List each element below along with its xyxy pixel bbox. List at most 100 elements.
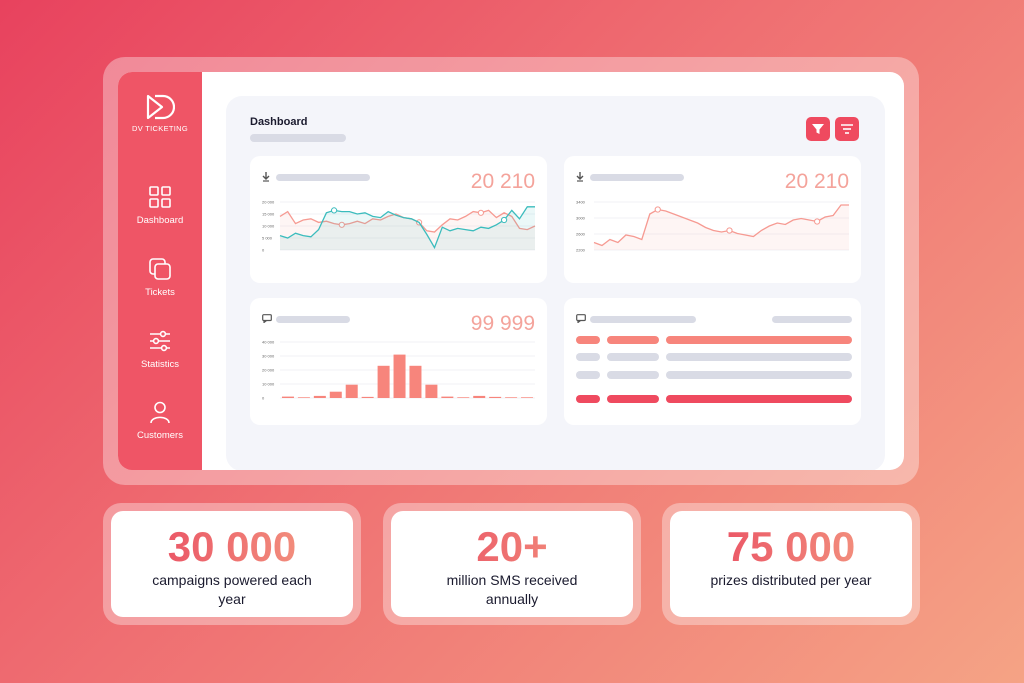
sidebar: DV TICKETING Dashboard Tickets: [118, 72, 202, 470]
bar: [409, 365, 422, 398]
data-point: [654, 206, 661, 213]
data-point: [726, 227, 733, 234]
filter-icon: [812, 124, 824, 134]
bar-chart: 40 000 30 000 20 000 10 000 0: [262, 340, 535, 401]
card-value: 99 999: [470, 312, 535, 335]
y-tick-label: 0: [262, 396, 265, 401]
sidebar-item-label: Customers: [137, 430, 183, 441]
stat-number: 30 000: [111, 525, 353, 569]
stat-description: campaigns powered each year: [152, 572, 312, 607]
sidebar-item-label: Tickets: [145, 287, 175, 298]
card-value: 20 210: [470, 170, 535, 193]
bar: [393, 354, 406, 398]
list-row-4-a: [576, 395, 600, 403]
bar: [297, 397, 310, 398]
list-row-3-b: [607, 371, 659, 379]
user-icon: [150, 401, 170, 424]
stat-description: million SMS received annually: [446, 572, 578, 607]
card-title-placeholder: [590, 316, 696, 323]
sidebar-item-customers[interactable]: Customers: [118, 400, 202, 441]
list-row-2-c: [666, 353, 852, 361]
y-tick-label: 20 000: [262, 200, 275, 205]
y-tick-label: 10 000: [262, 382, 275, 387]
y-tick-label: 5 000: [262, 236, 273, 241]
bar: [489, 396, 502, 398]
y-tick-label: 20 000: [262, 368, 275, 373]
y-tick-label: 40 000: [262, 340, 275, 345]
stat-card-sms: 20+ million SMS received annually: [383, 503, 641, 625]
subtitle-placeholder: [250, 134, 346, 142]
bar: [441, 396, 454, 398]
bar: [505, 397, 518, 398]
y-tick-label: 10 000: [262, 224, 275, 229]
sidebar-item-statistics[interactable]: Statistics: [118, 329, 202, 370]
y-tick-label: 15 000: [262, 212, 275, 217]
list-row-4-b: [607, 395, 659, 403]
y-tick-label: 3000: [576, 216, 586, 221]
grid-icon: [149, 186, 171, 208]
app-window: DV TICKETING Dashboard Tickets: [118, 72, 904, 470]
bar: [329, 391, 342, 398]
page-title: Dashboard: [250, 116, 308, 128]
line-chart-card-1: 20 210 20 000 15 000 10 000 5 000 0: [250, 156, 547, 283]
card-title-placeholder: [590, 174, 684, 181]
list-row-1-a: [576, 336, 600, 344]
copy-icon: [149, 258, 171, 280]
data-point: [338, 221, 345, 228]
dashboard-panel: Dashboard 20 210 20 000 15 000 10 000 5 000…: [226, 96, 885, 470]
series-line: [279, 206, 535, 250]
y-tick-label: 30 000: [262, 354, 275, 359]
list-card: [564, 298, 861, 425]
series-area: [594, 205, 849, 250]
filter-button[interactable]: [806, 117, 830, 141]
list-row-1-b: [607, 336, 659, 344]
line-chart-2: 3400 3000 2600 2200: [576, 200, 849, 253]
sidebar-item-label: Statistics: [140, 359, 179, 370]
list-row-2-a: [576, 353, 600, 361]
line-chart-card-2: 20 210 3400 3000 2600 2200: [564, 156, 861, 283]
data-point: [814, 218, 821, 225]
sort-icon: [841, 124, 853, 134]
bar: [473, 395, 486, 398]
sidebar-item-dashboard[interactable]: Dashboard: [118, 185, 202, 226]
list-row-3-a: [576, 371, 600, 379]
stat-card-prizes: 75 000 prizes distributed per year: [662, 503, 920, 625]
data-point: [330, 207, 338, 214]
bar-chart-card: 99 999 40 000 30 000 20 000 10 000 0: [250, 298, 547, 425]
bar: [281, 396, 294, 398]
stat-card-campaigns: 30 000 campaigns powered each year: [103, 503, 361, 625]
sort-button[interactable]: [835, 117, 859, 141]
list-row-3-c: [666, 371, 852, 379]
card-title-placeholder: [276, 316, 350, 323]
card-meta-placeholder: [772, 316, 852, 323]
message-icon: [576, 314, 586, 323]
data-point: [500, 216, 508, 224]
y-tick-label: 3400: [576, 200, 586, 205]
y-tick-label: 0: [262, 248, 265, 253]
logo-icon: [146, 94, 175, 120]
stat-number: 75 000: [670, 525, 912, 569]
series-area: [280, 206, 535, 250]
message-icon: [262, 314, 272, 323]
line-chart-1: 20 000 15 000 10 000 5 000 0: [262, 200, 536, 253]
series-area: [280, 210, 535, 250]
bar: [361, 396, 374, 398]
bar: [521, 397, 534, 398]
bar: [345, 384, 358, 398]
stat-number: 20+: [391, 525, 633, 569]
bar: [377, 365, 390, 398]
data-point: [477, 209, 485, 216]
bar: [457, 397, 470, 398]
download-icon: [262, 172, 270, 182]
bar: [313, 395, 326, 398]
y-tick-label: 2200: [576, 248, 586, 253]
card-title-placeholder: [276, 174, 370, 181]
list-row-1-c: [666, 336, 852, 344]
list-row-2-b: [607, 353, 659, 361]
bar: [425, 384, 438, 398]
download-icon: [576, 172, 584, 182]
sidebar-item-tickets[interactable]: Tickets: [118, 257, 202, 298]
logo: DV TICKETING: [118, 94, 202, 133]
series-line: [593, 204, 849, 247]
card-value: 20 210: [784, 170, 849, 193]
